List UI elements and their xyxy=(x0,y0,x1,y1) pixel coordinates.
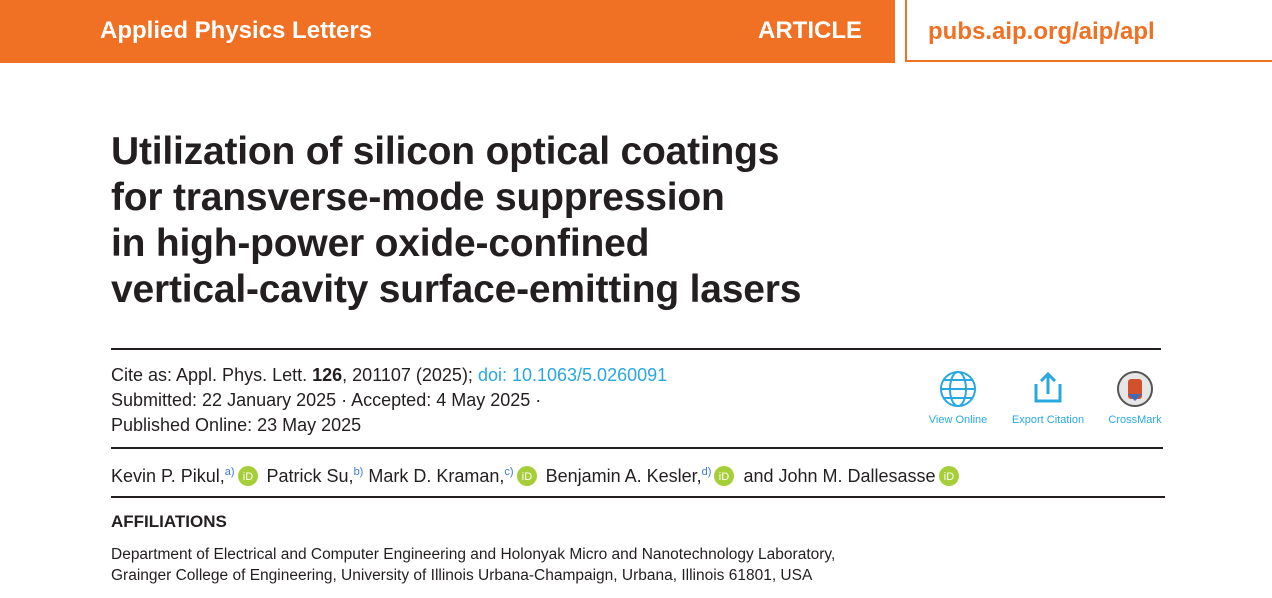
author-note[interactable]: b) xyxy=(353,466,364,478)
globe-icon[interactable] xyxy=(938,370,978,410)
export-icon[interactable] xyxy=(1030,370,1066,406)
journal-name: Applied Physics Letters xyxy=(100,17,373,44)
author: Kevin P. Pikul, xyxy=(111,466,225,486)
svg-text:iD: iD xyxy=(242,471,252,483)
title-line: vertical-cavity surface-emitting lasers xyxy=(111,268,802,311)
orcid-icon[interactable]: iD xyxy=(516,466,537,486)
author: Benjamin A. Kesler, xyxy=(545,466,702,486)
author: Mark D. Kraman, xyxy=(368,466,505,486)
author-note[interactable]: d) xyxy=(701,466,712,478)
rule xyxy=(111,447,1163,449)
title-line: Utilization of silicon optical coatings xyxy=(111,130,780,173)
author: Patrick Su, xyxy=(266,466,354,486)
author-note[interactable]: c) xyxy=(504,466,514,478)
svg-text:iD: iD xyxy=(521,471,531,483)
dates: Submitted: 22 January 2025 · Accepted: 4… xyxy=(111,390,542,410)
rule xyxy=(111,496,1165,498)
orcid-icon[interactable]: iD xyxy=(714,466,735,486)
title-line: in high-power oxide-confined xyxy=(111,222,650,265)
orcid-icon[interactable]: iD xyxy=(938,466,959,486)
rule xyxy=(111,348,1161,350)
author-list: Kevin P. Pikul,a) iD Patrick Su,b) Mark D… xyxy=(111,466,963,487)
affiliation-line: Grainger College of Engineering, Univers… xyxy=(111,567,813,584)
svg-text:iD: iD xyxy=(719,471,729,483)
doi-link[interactable]: doi: 10.1063/5.0260091 xyxy=(477,365,668,385)
action-label[interactable]: View Online xyxy=(928,414,988,426)
affiliation-line: Department of Electrical and Computer En… xyxy=(111,546,836,563)
journal-url[interactable]: pubs.aip.org/aip/apl xyxy=(928,18,1155,45)
crossmark-icon[interactable] xyxy=(1116,370,1154,408)
section-label: ARTICLE xyxy=(758,17,862,44)
url-box xyxy=(905,0,1272,62)
cite-rest: , 201107 (2025); xyxy=(342,365,473,385)
citation-line: Cite as: Appl. Phys. Lett. 126, 201107 (… xyxy=(111,365,667,386)
orcid-icon[interactable]: iD xyxy=(237,466,258,486)
volume: 126 xyxy=(312,365,343,385)
svg-text:iD: iD xyxy=(943,471,953,483)
author: and John M. Dallesasse xyxy=(743,466,936,486)
action-label[interactable]: CrossMark xyxy=(1108,414,1162,426)
header-bar xyxy=(0,0,895,63)
cite-prefix: Cite as: Appl. Phys. Lett. xyxy=(111,365,308,385)
action-label[interactable]: Export Citation xyxy=(1011,414,1085,426)
published: Published Online: 23 May 2025 xyxy=(111,415,362,435)
author-note[interactable]: a) xyxy=(224,466,235,478)
title-line: for transverse-mode suppression xyxy=(111,176,725,219)
affiliations-heading: AFFILIATIONS xyxy=(111,512,227,531)
